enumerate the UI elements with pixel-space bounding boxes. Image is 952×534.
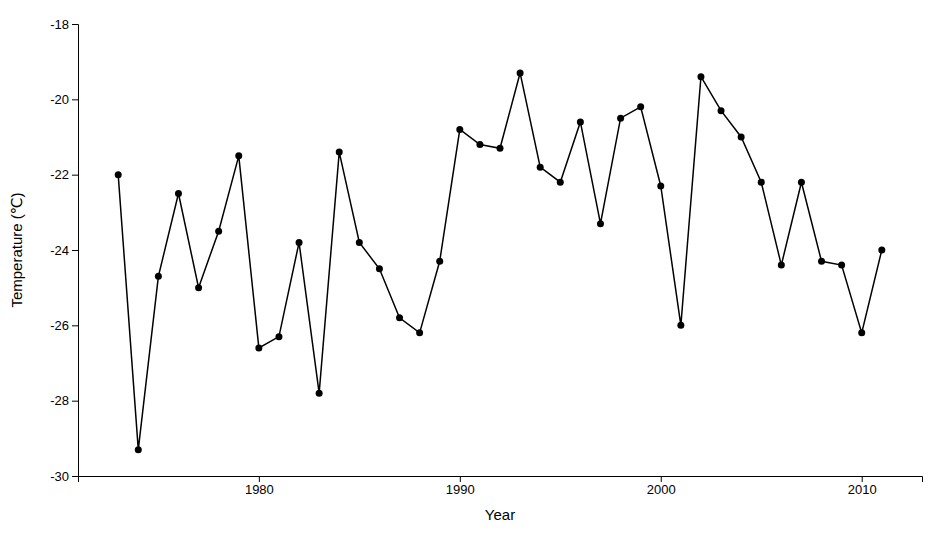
data-point — [738, 134, 745, 141]
y-tick: -24 — [50, 243, 78, 258]
data-point — [456, 126, 463, 133]
data-point — [175, 190, 182, 197]
x-tick: 1990 — [446, 476, 475, 497]
data-point — [617, 115, 624, 122]
data-point — [235, 152, 242, 159]
y-tick-mark — [72, 24, 78, 25]
data-point — [396, 314, 403, 321]
data-point — [497, 145, 504, 152]
data-point — [577, 118, 584, 125]
y-tick-mark — [72, 401, 78, 402]
data-point — [657, 182, 664, 189]
data-point — [195, 284, 202, 291]
x-tick: 2010 — [848, 476, 877, 497]
data-point — [476, 141, 483, 148]
data-point — [296, 239, 303, 246]
y-tick: -18 — [50, 17, 78, 32]
x-tick: 2000 — [647, 476, 676, 497]
y-tick: -30 — [50, 469, 78, 484]
x-tick-mark — [259, 476, 260, 482]
x-axis-line — [79, 477, 923, 483]
data-point — [416, 329, 423, 336]
data-point — [798, 179, 805, 186]
data-point — [275, 333, 282, 340]
y-tick-label: -20 — [50, 92, 69, 107]
data-point — [135, 446, 142, 453]
data-point — [436, 258, 443, 265]
x-tick-mark — [460, 476, 461, 482]
data-point — [356, 239, 363, 246]
y-tick: -26 — [50, 318, 78, 333]
plot-area: 1980 1990 2000 2010 -30 -28 -26 -24 -22 -20 -18 — [50, 17, 922, 498]
x-tick-mark — [862, 476, 863, 482]
data-point — [858, 329, 865, 336]
y-tick-mark — [72, 325, 78, 326]
data-point — [155, 273, 162, 280]
data-point — [758, 179, 765, 186]
data-point — [336, 149, 343, 156]
y-axis-line — [72, 25, 79, 477]
x-axis-title: Year — [485, 506, 515, 523]
x-tick-label: 1980 — [245, 482, 274, 497]
y-tick-mark — [72, 99, 78, 100]
y-tick-label: -24 — [50, 243, 69, 258]
marks — [115, 69, 886, 453]
x-axis: 1980 1990 2000 2010 — [79, 476, 923, 497]
data-point — [637, 103, 644, 110]
chart-svg: 1980 1990 2000 2010 -30 -28 -26 -24 -22 -20 -18 Yea… — [0, 0, 952, 534]
data-point — [255, 344, 262, 351]
data-point — [677, 322, 684, 329]
y-tick-mark — [72, 175, 78, 176]
x-tick-label: 2000 — [647, 482, 676, 497]
data-point — [517, 69, 524, 76]
y-tick-mark — [72, 250, 78, 251]
data-point — [597, 220, 604, 227]
data-point — [838, 262, 845, 269]
x-tick-label: 2010 — [848, 482, 877, 497]
y-axis: -30 -28 -26 -24 -22 -20 -18 — [50, 17, 78, 484]
data-point — [115, 171, 122, 178]
x-tick: 1980 — [245, 476, 274, 497]
y-tick-label: -30 — [50, 469, 69, 484]
y-tick: -20 — [50, 92, 78, 107]
data-point — [316, 390, 323, 397]
x-tick-mark — [661, 476, 662, 482]
y-tick: -22 — [50, 167, 78, 182]
data-point — [376, 265, 383, 272]
chart-container: 1980 1990 2000 2010 -30 -28 -26 -24 -22 -20 -18 Yea… — [0, 0, 952, 534]
data-point — [778, 262, 785, 269]
data-point — [818, 258, 825, 265]
y-tick-label: -26 — [50, 318, 69, 333]
y-tick-mark — [72, 476, 78, 477]
y-tick: -28 — [50, 393, 78, 408]
data-point — [557, 179, 564, 186]
data-point — [697, 73, 704, 80]
data-line — [118, 73, 882, 450]
y-axis-title: Temperature (℃) — [8, 192, 25, 307]
data-point — [718, 107, 725, 114]
y-tick-label: -18 — [50, 17, 69, 32]
x-tick-label: 1990 — [446, 482, 475, 497]
y-tick-label: -28 — [50, 393, 69, 408]
y-tick-label: -22 — [50, 167, 69, 182]
data-point — [537, 164, 544, 171]
data-point — [878, 247, 885, 254]
data-point — [215, 228, 222, 235]
